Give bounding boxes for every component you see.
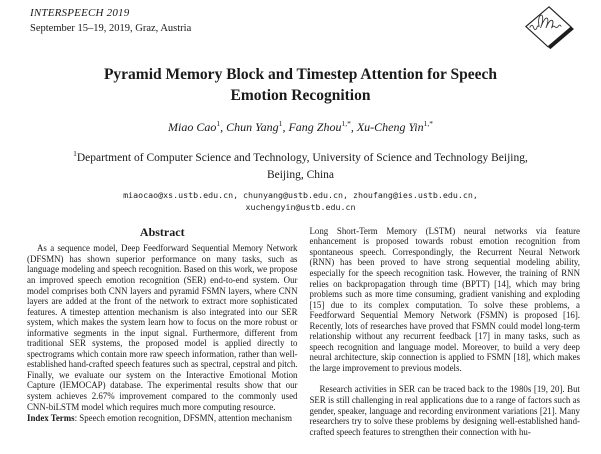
email-line-2: xuchengyin@ustb.edu.cn <box>245 201 356 212</box>
isca-diamond-icon <box>525 6 574 50</box>
affiliation-marker: 1 <box>73 149 77 158</box>
author-line: Miao Cao1, Chun Yang1, Fang Zhou1,*, Xu-… <box>0 119 601 135</box>
email-line-1: miaocao@xs.ustb.edu.cn, chunyang@ustb.ed… <box>123 189 478 200</box>
affiliation: 1Department of Computer Science and Tech… <box>0 145 601 184</box>
waveform-glyph <box>529 14 562 31</box>
affiliation-line-2: Beijing, China <box>266 168 335 181</box>
index-terms: Index Terms: Speech emotion recognition,… <box>27 413 298 424</box>
author: Xu-Cheng Yin1,* <box>356 119 433 134</box>
introduction-paragraph-1: Long Short-Term Memory (LSTM) neural net… <box>309 225 581 373</box>
right-column: Long Short-Term Memory (LSTM) neural net… <box>310 226 581 437</box>
author: Miao Cao1, <box>168 119 227 134</box>
isca-logo <box>516 3 580 53</box>
conference-header: INTERSPEECH 2019 September 15–19, 2019, … <box>30 7 191 34</box>
abstract-heading: Abstract <box>139 224 185 239</box>
introduction-paragraph-2: Research activities in SER can be traced… <box>309 384 581 437</box>
left-column: Abstract As a sequence model, Deep Feedf… <box>27 226 298 437</box>
author-affiliation-marker: 1 <box>216 119 221 128</box>
affiliation-line-1: 1Department of Computer Science and Tech… <box>73 149 528 164</box>
author-affiliation-marker: 1,* <box>423 119 433 128</box>
index-terms-text: : Speech emotion recognition, DFSMN, att… <box>74 413 292 424</box>
abstract-text: As a sequence model, Deep Feedforward Se… <box>27 243 298 412</box>
author: Chun Yang1, <box>226 119 289 134</box>
index-terms-label: Index Terms <box>27 413 75 424</box>
paper-title: Pyramid Memory Block and Timestep Attent… <box>103 66 498 104</box>
author-affiliation-marker: 1 <box>278 119 283 128</box>
conference-name: INTERSPEECH 2019 <box>30 7 130 19</box>
author: Fang Zhou1,*, <box>288 119 357 134</box>
author-affiliation-marker: 1,* <box>341 119 351 128</box>
conference-date-location: September 15–19, 2019, Graz, Austria <box>30 23 192 34</box>
author-emails: miaocao@xs.ustb.edu.cn, chunyang@ustb.ed… <box>0 189 601 213</box>
body-columns: Abstract As a sequence model, Deep Feedf… <box>0 213 601 437</box>
